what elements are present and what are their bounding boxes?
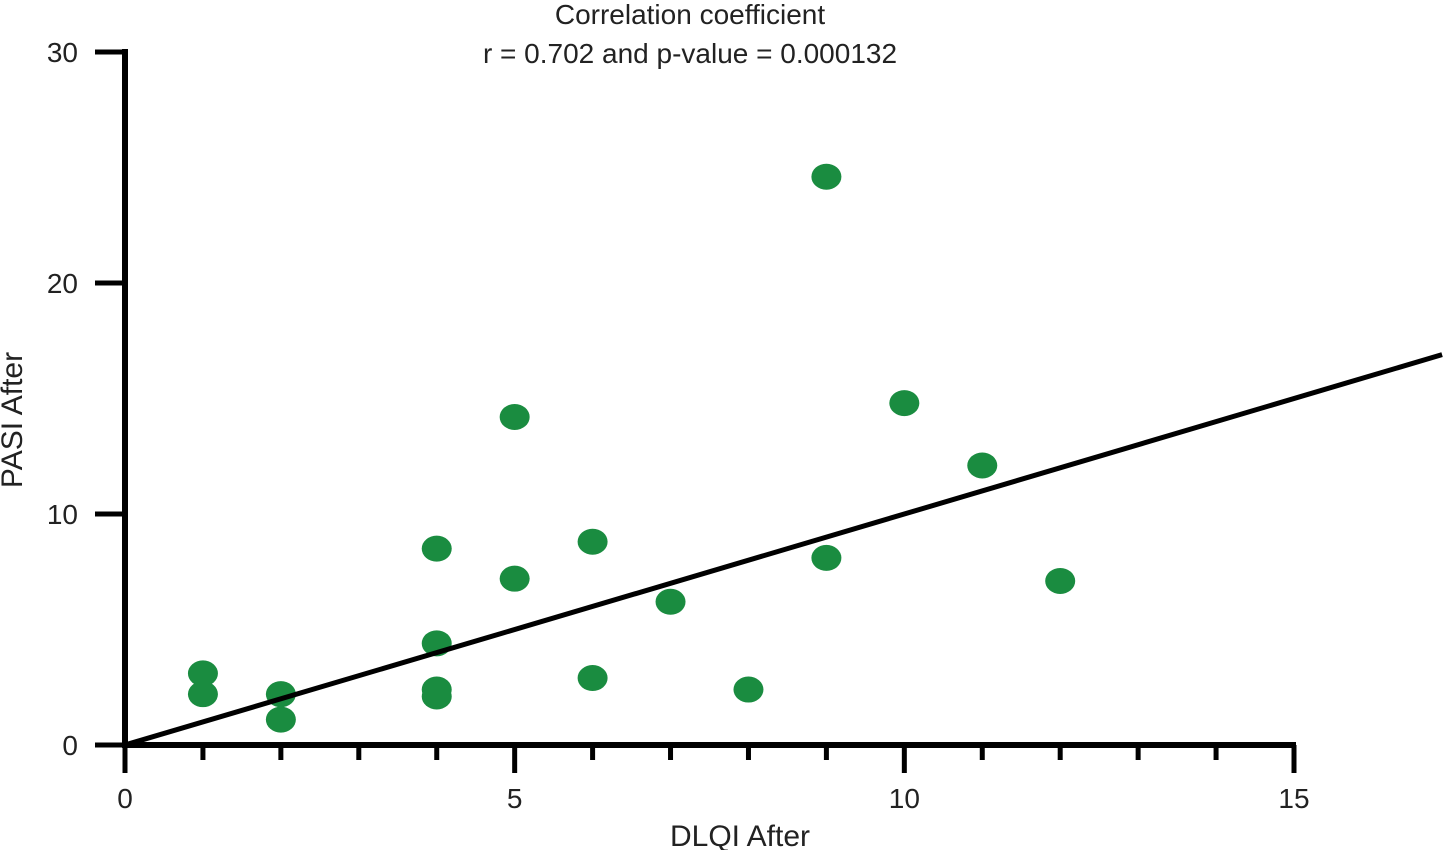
data-point — [499, 403, 530, 430]
ticks-layer: 0 5 10 15 0 10 20 30 — [47, 37, 1310, 814]
data-point — [421, 683, 452, 710]
x-tick-label: 5 — [507, 783, 523, 814]
data-point — [733, 676, 764, 703]
data-point — [187, 660, 218, 687]
regression-line — [124, 352, 1443, 748]
data-point — [889, 390, 920, 417]
data-point — [421, 535, 452, 562]
x-tick-label: 0 — [117, 783, 133, 814]
data-point — [577, 528, 608, 555]
y-tick-label: 10 — [47, 499, 78, 530]
data-point — [187, 681, 218, 708]
chart-subtitle: r = 0.702 and p-value = 0.000132 — [483, 38, 897, 69]
x-tick-label: 10 — [889, 783, 920, 814]
data-point — [499, 565, 530, 592]
y-tick-label: 30 — [47, 37, 78, 68]
data-point — [967, 452, 998, 479]
data-point — [655, 588, 686, 615]
data-point — [811, 163, 842, 190]
x-axis-label: DLQI After — [670, 820, 810, 850]
y-axis-label: PASI After — [0, 352, 29, 488]
y-tick-label: 0 — [62, 730, 78, 761]
data-point — [811, 544, 842, 571]
chart-title: Correlation coefficient — [555, 0, 826, 30]
axes-layer — [122, 49, 1296, 748]
data-point — [1045, 567, 1076, 594]
x-tick-label: 15 — [1278, 783, 1309, 814]
fit-line-layer — [124, 352, 1443, 748]
y-tick-label: 20 — [47, 268, 78, 299]
data-point — [577, 665, 608, 692]
data-point — [265, 706, 296, 733]
points-layer — [187, 163, 1076, 733]
